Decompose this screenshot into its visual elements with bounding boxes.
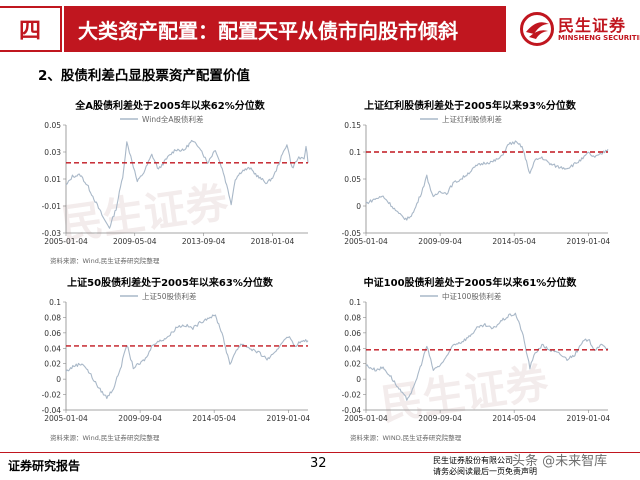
chart-dividend: 上证红利股债利差处于2005年以来93%分位数 0.15 0.1 0.05 0 -0.0… [320,97,620,277]
chart-csi100: 中证100股债利差处于2005年以来61%分位数 0.1 0.08 0.06 0.04… [320,274,620,454]
series-line [365,140,609,221]
y-tick-label: 0.01 [44,175,61,184]
series-line [65,139,309,229]
y-tick-label: 0.06 [44,329,61,338]
legend-label: 中证100股债利差 [442,291,502,301]
y-tick-label: 0.04 [344,344,361,353]
x-tick-label: 2005-01-04 [44,414,88,423]
x-tick-label: 2019-01-04 [267,414,311,423]
x-tick-label: 2014-05-04 [492,237,536,246]
x-tick-label: 2009-09-04 [118,414,162,423]
y-tick-label: 0.04 [44,344,61,353]
page-number: 32 [310,456,327,471]
y-tick-label: 0.06 [344,329,361,338]
y-tick-label: 0.03 [44,148,61,157]
chart-source-note: 资料来源：Wind,民生证券研究院整理 [50,257,160,265]
y-tick-label: -0.03 [42,229,62,238]
y-tick-label: -0.04 [42,406,62,415]
footer-disclaimer: 民生证券股份有限公司 请务必阅读最后一页免责声明 [433,455,537,477]
y-tick-label: 0.05 [344,175,361,184]
footer-company: 民生证券股份有限公司 [433,456,513,465]
y-tick-label: 0.1 [49,298,61,307]
logo-text-en: MINSHENG SECURITIES [558,34,640,42]
x-tick-label: 2013-09-04 [182,237,226,246]
y-tick-label: -0.02 [342,391,362,400]
y-tick-label: 0.05 [44,121,61,130]
chart-all-a: 全A股债利差处于2005年以来62%分位数 0.05 0.03 0.01 -0.01 -… [20,97,320,277]
x-tick-label: 2005-01-04 [344,414,388,423]
chart-title: 上证50股债利差处于2005年以来63%分位数 [67,278,273,289]
chart-title: 上证红利股债利差处于2005年以来93%分位数 [364,101,576,112]
x-tick-label: 2018-01-04 [251,237,295,246]
chart-svg: 0.1 0.08 0.06 0.04 0.02 0 -0.02 -0.042005-01-04… [42,291,311,423]
footer-disclaimer-text: 请务必阅读最后一页免责声明 [433,467,537,476]
legend-label: Wind全A股债利差 [142,114,204,124]
y-tick-label: 0.02 [344,360,361,369]
minsheng-logo-icon [520,12,554,46]
section-number-box: 四 [0,6,62,52]
y-tick-label: 0 [356,375,361,384]
y-tick-label: -0.04 [342,406,362,415]
chart-sse50: 上证50股债利差处于2005年以来63%分位数 0.1 0.08 0.06 0.04 0… [20,274,320,454]
series-line [365,312,609,401]
watermark: 头条 @未来智库 [512,454,608,469]
legend-label: 上证红利股债利差 [442,114,502,124]
legend-label: 上证50股债利差 [142,291,197,301]
y-tick-label: 0.08 [344,313,361,322]
footer-divider [0,452,640,453]
chart-source-note: 资料来源：WIND,民生证券研究院整理 [350,434,462,442]
x-tick-label: 2009-09-04 [418,237,462,246]
y-tick-label: -0.05 [342,229,362,238]
y-tick-label: 0 [56,375,61,384]
y-tick-label: 0.15 [344,121,361,130]
minsheng-logo: 民生证券 MINSHENG SECURITIES [520,10,640,50]
chart-title: 中证100股债利差处于2005年以来61%分位数 [363,278,577,289]
x-tick-label: 2005-01-04 [44,237,88,246]
series-line [65,314,309,400]
x-tick-label: 2009-05-04 [113,237,157,246]
logo-text: 民生证券 [558,16,627,35]
chart-svg: 0.1 0.08 0.06 0.04 0.02 0 -0.02 -0.042005-01-04… [342,291,611,423]
page-title: 大类资产配置：配置天平从债市向股市倾斜 [78,18,458,43]
section-subheading: 2、股债利差凸显股票资产配置价值 [38,68,250,84]
y-tick-label: 0.1 [349,148,361,157]
y-tick-label: -0.02 [42,391,62,400]
x-tick-label: 2014-05-04 [192,414,236,423]
y-tick-label: 0.1 [349,298,361,307]
y-tick-label: -0.01 [42,202,62,211]
header: 四 大类资产配置：配置天平从债市向股市倾斜 民生证券 MINSHENG SECU… [0,6,640,52]
y-tick-label: 0 [356,202,361,211]
x-tick-label: 2019-01-04 [567,414,611,423]
x-tick-label: 2014-05-04 [492,414,536,423]
x-tick-label: 2019-01-04 [567,237,611,246]
x-tick-label: 2005-01-04 [344,237,388,246]
y-tick-label: 0.02 [44,360,61,369]
x-tick-label: 2009-09-04 [418,414,462,423]
chart-title: 全A股债利差处于2005年以来62%分位数 [75,101,265,112]
title-bar: 大类资产配置：配置天平从债市向股市倾斜 [64,6,506,52]
section-number: 四 [18,19,41,44]
y-tick-label: 0.08 [44,313,61,322]
footer-report-label: 证券研究报告 [8,459,81,473]
chart-source-note: 资料来源：Wind,民生证券研究院整理 [50,434,160,442]
